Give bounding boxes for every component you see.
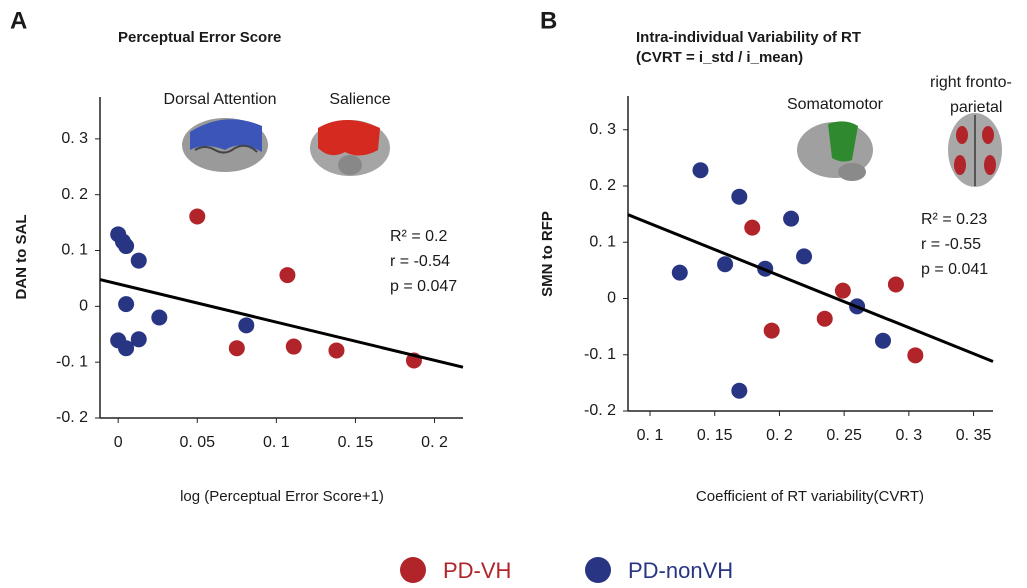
y-axis-label: DAN to SAL bbox=[13, 215, 30, 300]
fit-line bbox=[627, 213, 994, 363]
y-tick-label: -0. 1 bbox=[584, 346, 616, 363]
scatter-point bbox=[907, 347, 924, 364]
scatter-point bbox=[228, 340, 245, 357]
stat-annotation: R² = 0.23 bbox=[921, 211, 987, 228]
scatter-point bbox=[731, 188, 748, 205]
fit-line bbox=[99, 278, 464, 369]
x-tick-label: 0 bbox=[114, 434, 123, 451]
stat-annotation: r = -0.55 bbox=[921, 236, 981, 253]
scatter-point bbox=[285, 338, 302, 355]
scatter-point bbox=[671, 264, 688, 281]
brain-dan bbox=[182, 118, 268, 172]
brain-rfp bbox=[948, 113, 1002, 187]
scatter-point bbox=[834, 282, 851, 299]
x-tick-label: 0. 15 bbox=[338, 434, 374, 451]
scatter-point bbox=[731, 382, 748, 399]
x-tick-label: 0. 35 bbox=[956, 427, 992, 444]
network-label: Salience bbox=[329, 91, 390, 108]
scatter-point bbox=[744, 219, 761, 236]
panel-letter: B bbox=[540, 7, 557, 34]
scatter-point bbox=[763, 322, 780, 339]
y-tick-label: -0. 2 bbox=[56, 409, 88, 426]
scatter-point bbox=[692, 162, 709, 179]
stat-annotation: R² = 0.2 bbox=[390, 228, 447, 245]
y-tick-label: 0 bbox=[79, 298, 88, 315]
legend-label: PD-nonVH bbox=[628, 558, 733, 583]
stat-annotation: p = 0.041 bbox=[921, 261, 988, 278]
scatter-point bbox=[816, 310, 833, 327]
x-tick-label: 0. 2 bbox=[766, 427, 793, 444]
x-tick-label: 0. 05 bbox=[179, 434, 215, 451]
x-tick-label: 0. 25 bbox=[826, 427, 862, 444]
y-tick-label: 0 bbox=[607, 290, 616, 307]
scatter-point bbox=[118, 238, 135, 255]
legend-marker bbox=[400, 557, 426, 583]
x-axis-label: Coefficient of RT variability(CVRT) bbox=[696, 488, 924, 505]
scatter-point bbox=[717, 256, 734, 273]
chart-title: Intra-individual Variability of RT bbox=[636, 29, 861, 46]
y-tick-label: -0. 1 bbox=[56, 353, 88, 370]
scatter-point bbox=[783, 210, 800, 227]
x-tick-label: 0. 15 bbox=[697, 427, 733, 444]
y-tick-label: 0. 3 bbox=[589, 121, 616, 138]
stat-annotation: p = 0.047 bbox=[390, 278, 457, 295]
scatter-point bbox=[130, 252, 147, 269]
network-label: parietal bbox=[950, 99, 1002, 116]
scatter-point bbox=[118, 340, 135, 357]
chart-title: Perceptual Error Score bbox=[118, 29, 281, 46]
x-tick-label: 0. 1 bbox=[637, 427, 664, 444]
scatter-point bbox=[130, 331, 147, 348]
panel-letter: A bbox=[10, 7, 27, 34]
network-label: Dorsal Attention bbox=[164, 91, 277, 108]
scatter-point bbox=[118, 296, 135, 313]
brain-somatomotor bbox=[797, 121, 873, 181]
legend-label: PD-VH bbox=[443, 558, 511, 583]
network-label: Somatomotor bbox=[787, 96, 884, 113]
y-axis-label: SMN to RFP bbox=[539, 211, 556, 297]
y-tick-label: 0. 3 bbox=[61, 130, 88, 147]
network-label: right fronto- bbox=[930, 74, 1012, 91]
scatter-point bbox=[874, 332, 891, 349]
legend-marker bbox=[585, 557, 611, 583]
x-axis-label: log (Perceptual Error Score+1) bbox=[180, 488, 384, 505]
scatter-point bbox=[279, 267, 296, 284]
scatter-point bbox=[189, 208, 206, 225]
x-tick-label: 0. 2 bbox=[421, 434, 448, 451]
y-tick-label: 0. 2 bbox=[61, 186, 88, 203]
stat-annotation: r = -0.54 bbox=[390, 253, 450, 270]
scatter-point bbox=[887, 276, 904, 293]
x-tick-label: 0. 3 bbox=[896, 427, 923, 444]
x-tick-label: 0. 1 bbox=[263, 434, 290, 451]
y-tick-label: 0. 1 bbox=[61, 242, 88, 259]
y-tick-label: -0. 2 bbox=[584, 402, 616, 419]
brain-salience bbox=[310, 120, 390, 176]
scatter-point bbox=[796, 248, 813, 265]
scatter-point bbox=[151, 309, 168, 326]
y-tick-label: 0. 1 bbox=[589, 233, 616, 250]
scatter-point bbox=[238, 317, 255, 334]
scatter-point bbox=[328, 342, 345, 359]
chart-subtitle: (CVRT = i_std / i_mean) bbox=[636, 49, 803, 66]
y-tick-label: 0. 2 bbox=[589, 177, 616, 194]
